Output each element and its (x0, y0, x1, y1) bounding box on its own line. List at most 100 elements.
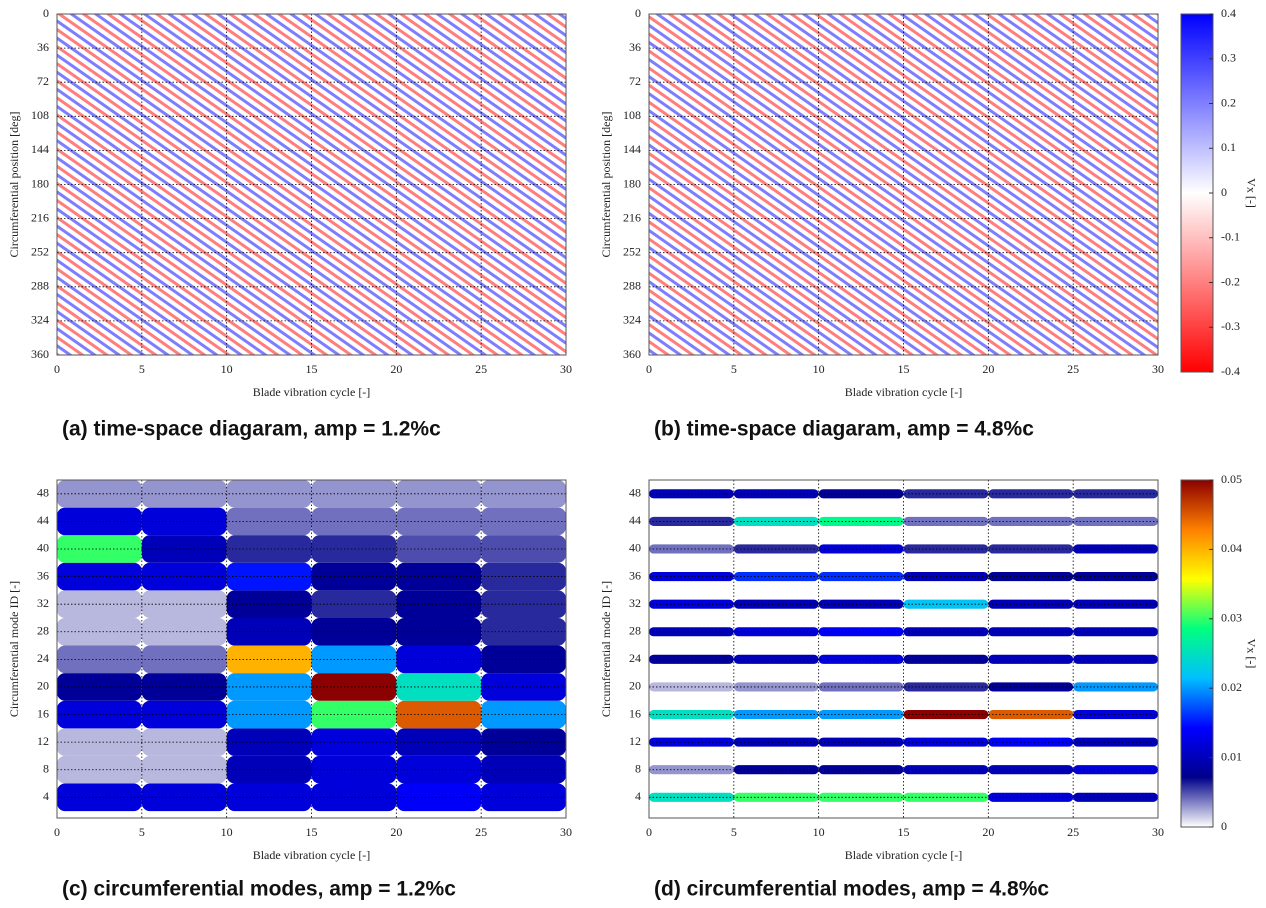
y-tick-label: 8 (635, 761, 641, 775)
heat-cell (226, 617, 312, 646)
y-tick-label: 28 (629, 624, 641, 638)
y-tick-label: 72 (37, 74, 49, 88)
colorbar (1180, 479, 1214, 828)
colorbar-tick-label: -0.1 (1221, 230, 1240, 244)
heat-cell (818, 627, 904, 637)
y-tick-label: 324 (31, 313, 49, 327)
x-tick-label: 25 (475, 825, 487, 839)
heat-cell (226, 783, 312, 812)
x-tick-label: 20 (390, 362, 402, 376)
y-tick-label: 44 (629, 513, 641, 527)
x-tick-label: 30 (560, 825, 572, 839)
y-tick-label: 16 (37, 706, 49, 720)
heat-cell (903, 516, 989, 526)
y-tick-label: 72 (629, 74, 641, 88)
heat-cell (226, 507, 312, 536)
heat-cell (226, 590, 312, 618)
heat-cell (311, 535, 397, 563)
heat-cell (903, 599, 989, 609)
heat-cell (818, 572, 904, 582)
heat-cell (818, 737, 904, 747)
x-tick-label: 20 (390, 825, 402, 839)
x-tick-label: 15 (898, 825, 910, 839)
x-tick-label: 5 (731, 362, 737, 376)
y-tick-label: 288 (623, 279, 641, 293)
heat-cell (226, 755, 312, 784)
heat-cell (818, 765, 904, 775)
colorbar-tick-label: 0.1 (1221, 140, 1236, 154)
plot-frame (56, 13, 567, 356)
y-tick-label: 144 (31, 142, 49, 156)
colorbar-tick-label: -0.3 (1221, 319, 1240, 333)
plot-frame (648, 479, 1159, 819)
heat-cell (226, 728, 312, 756)
heat-cell (818, 654, 904, 664)
x-tick-label: 10 (813, 825, 825, 839)
x-tick-label: 10 (813, 362, 825, 376)
colorbar-tick-label: 0.01 (1221, 749, 1242, 763)
y-tick-label: 216 (623, 210, 641, 224)
y-tick-label: 8 (43, 761, 49, 775)
y-tick-label: 360 (623, 347, 641, 361)
heat-cell (818, 516, 904, 526)
y-tick-label: 28 (37, 624, 49, 638)
plot-frame (648, 13, 1159, 356)
heat-cell (311, 562, 397, 591)
x-axis-label: Blade vibration cycle [-] (253, 385, 371, 399)
x-tick-label: 20 (982, 825, 994, 839)
colorbar-tick-label: -0.4 (1221, 364, 1240, 378)
x-tick-label: 30 (1152, 362, 1164, 376)
heat-cell (311, 507, 397, 536)
colorbar-label: Vx [-] (1244, 639, 1258, 669)
panel-caption: (c) circumferential modes, amp = 1.2%c (62, 878, 456, 901)
heat-cell (311, 783, 397, 812)
x-tick-label: 25 (475, 362, 487, 376)
heat-cell (818, 489, 904, 499)
heat-cell (903, 737, 989, 747)
y-tick-label: 48 (629, 486, 641, 500)
heat-cell (226, 673, 312, 701)
y-tick-label: 12 (629, 734, 641, 748)
y-tick-label: 144 (623, 142, 641, 156)
panel-caption: (d) circumferential modes, amp = 4.8%c (654, 878, 1049, 901)
x-tick-label: 15 (898, 362, 910, 376)
heat-cell (226, 535, 312, 563)
y-axis-label: Circumferential mode ID [-] (7, 581, 21, 717)
heat-cell (311, 755, 397, 784)
y-tick-label: 36 (37, 40, 49, 54)
y-tick-label: 180 (31, 176, 49, 190)
colorbar-tick-label: 0 (1221, 185, 1227, 199)
plot-frame (56, 479, 567, 819)
y-tick-label: 36 (629, 40, 641, 54)
colorbar-tick-label: 0.02 (1221, 680, 1242, 694)
heat-cell (903, 765, 989, 775)
colorbar-tick-label: 0.2 (1221, 95, 1236, 109)
heat-cell (903, 489, 989, 499)
heat-cell (903, 654, 989, 664)
y-tick-label: 324 (623, 313, 641, 327)
x-tick-label: 20 (982, 362, 994, 376)
y-axis-label: Circumferential mode ID [-] (599, 581, 613, 717)
x-tick-label: 15 (306, 825, 318, 839)
colorbar-tick-label: 0 (1221, 819, 1227, 833)
heat-cell (818, 599, 904, 609)
plot-background (649, 14, 1158, 355)
heat-cell (311, 617, 397, 646)
y-tick-label: 32 (37, 596, 49, 610)
colorbar-tick-label: 0.04 (1221, 541, 1242, 555)
x-axis-label: Blade vibration cycle [-] (845, 848, 963, 862)
y-tick-label: 24 (629, 651, 641, 665)
heat-cell (311, 480, 397, 508)
heat-cell (311, 673, 397, 701)
y-tick-label: 32 (629, 596, 641, 610)
y-tick-label: 20 (629, 679, 641, 693)
x-tick-label: 0 (54, 825, 60, 839)
heat-cell (311, 645, 397, 674)
plot-background (57, 14, 566, 355)
heat-cell (818, 709, 904, 720)
y-tick-label: 24 (37, 651, 49, 665)
x-tick-label: 25 (1067, 825, 1079, 839)
y-tick-label: 252 (623, 244, 641, 258)
